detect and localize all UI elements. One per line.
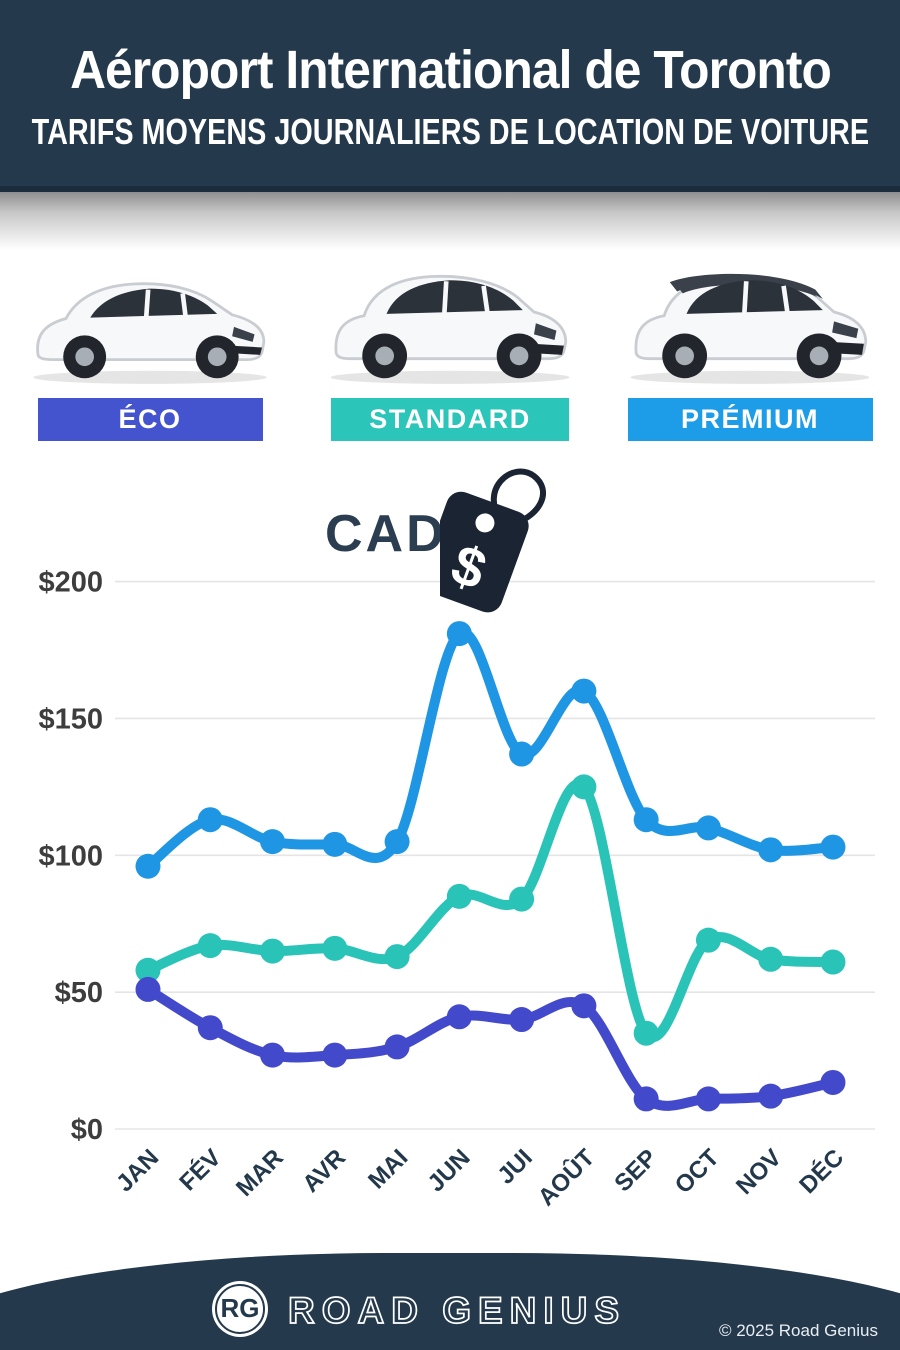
data-point-éco-8 <box>633 1086 659 1112</box>
footer-brand-row: RG ROAD GENIUS <box>0 1253 900 1350</box>
data-point-éco-3 <box>322 1042 348 1068</box>
brand-name-text: ROAD GENIUS <box>288 1290 626 1331</box>
page-title: Aéroport International de Toronto <box>69 40 832 100</box>
series-line-standard <box>143 779 838 1042</box>
x-axis-month-label: MAI <box>363 1144 413 1194</box>
data-point-éco-9 <box>695 1086 721 1112</box>
data-point-standard-11 <box>820 949 846 975</box>
x-axis-month-label: FÉV <box>174 1143 227 1196</box>
data-point-prémium-7 <box>571 678 597 704</box>
logo-initials: RG <box>220 1293 260 1323</box>
category-label-standard: STANDARD <box>331 398 569 441</box>
data-point-prémium-10 <box>758 837 784 863</box>
car-categories-row: ÉCO STANDARD <box>0 232 900 441</box>
header-banner: Aéroport International de Toronto TARIFS… <box>0 0 900 192</box>
data-point-prémium-5 <box>446 621 472 647</box>
premium-suv-car-image <box>630 273 870 384</box>
header-shadow <box>0 192 900 250</box>
data-point-standard-1 <box>197 933 223 959</box>
chart-area: $200 $150 $100 $50 $0 JAN FÉV MAR AVR MAI JUN JUI AO… <box>0 545 900 1211</box>
data-point-standard-0 <box>135 957 161 983</box>
data-point-éco-1 <box>197 1015 223 1041</box>
category-label-eco: ÉCO <box>37 398 263 441</box>
data-point-standard-8 <box>633 1020 659 1046</box>
y-axis-tick-label: $100 <box>38 840 103 872</box>
data-point-éco-10 <box>758 1083 784 1109</box>
data-point-standard-3 <box>322 935 348 961</box>
car-card-eco: ÉCO <box>0 232 300 441</box>
data-point-éco-6 <box>509 1007 535 1033</box>
data-point-prémium-1 <box>197 807 223 833</box>
data-point-prémium-3 <box>322 831 348 857</box>
data-point-prémium-9 <box>695 815 721 841</box>
category-label-premium: PRÉMIUM <box>627 398 873 441</box>
brand-wordmark: ROAD GENIUS <box>288 1289 626 1332</box>
x-axis-month-label: MAR <box>231 1144 289 1202</box>
road-genius-logo-icon: RG <box>212 1280 268 1337</box>
series-line-éco <box>143 984 838 1111</box>
currency-badge: CAD <box>325 504 447 564</box>
footer-banner: RG ROAD GENIUS © 2025 Road Genius <box>0 1253 900 1350</box>
x-axis-month-label: OCT <box>670 1144 725 1199</box>
x-axis-month-label: DÉC <box>794 1143 850 1199</box>
y-axis-tick-label: $0 <box>71 1114 103 1146</box>
standard-suv-car-image <box>330 274 570 384</box>
data-point-standard-7 <box>571 774 597 800</box>
y-axis-tick-label: $200 <box>38 567 103 599</box>
x-axis-month-label: JAN <box>111 1144 164 1197</box>
currency-code-label: CAD <box>325 505 447 563</box>
data-point-standard-5 <box>446 883 472 909</box>
data-point-éco-0 <box>135 976 161 1002</box>
data-point-prémium-8 <box>633 807 659 833</box>
data-point-standard-2 <box>260 938 286 964</box>
y-axis-tick-label: $150 <box>38 703 103 735</box>
data-point-prémium-11 <box>820 834 846 860</box>
eco-hatchback-car-image <box>33 282 267 384</box>
page-subtitle: TARIFS MOYENS JOURNALIERS DE LOCATION DE… <box>31 111 869 152</box>
x-axis-month-label: SEP <box>609 1144 662 1197</box>
x-axis-month-label: JUN <box>423 1144 476 1197</box>
data-point-standard-9 <box>695 927 721 953</box>
x-axis-month-label: JUI <box>492 1144 538 1190</box>
data-point-éco-4 <box>384 1034 410 1060</box>
price-tag-icon: $ <box>440 468 547 613</box>
car-card-premium: PRÉMIUM <box>600 232 900 441</box>
data-point-prémium-2 <box>260 829 286 855</box>
data-point-standard-6 <box>509 886 535 912</box>
data-point-standard-10 <box>758 946 784 972</box>
data-point-prémium-4 <box>384 829 410 855</box>
series-line-prémium <box>143 627 838 872</box>
x-axis-month-label: AVR <box>297 1144 351 1198</box>
car-card-standard: STANDARD <box>300 232 600 441</box>
x-axis-month-label: AOÛT <box>532 1143 600 1210</box>
data-point-prémium-6 <box>509 741 535 767</box>
copyright-text: © 2025 Road Genius <box>718 1321 878 1340</box>
data-point-standard-4 <box>384 944 410 970</box>
data-point-prémium-0 <box>135 853 161 879</box>
data-point-éco-7 <box>571 993 597 1019</box>
data-point-éco-5 <box>446 1004 472 1030</box>
x-axis-month-label: NOV <box>731 1144 787 1200</box>
data-point-éco-2 <box>260 1042 286 1068</box>
data-point-éco-11 <box>820 1069 846 1095</box>
y-axis-tick-label: $50 <box>55 977 103 1009</box>
